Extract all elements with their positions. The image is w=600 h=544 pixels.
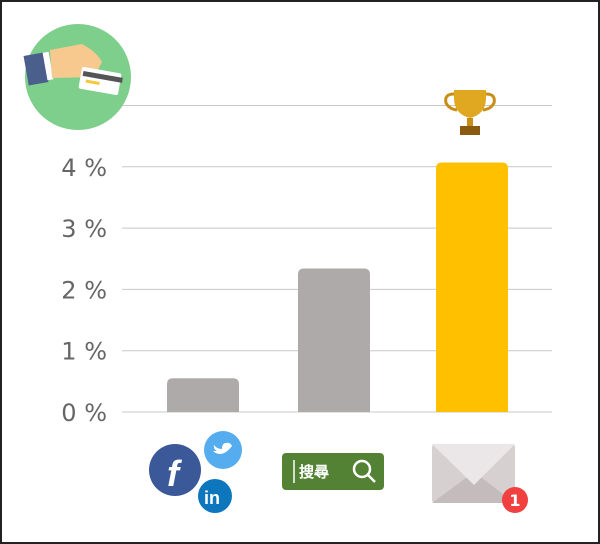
- trophy-icon: [444, 90, 496, 135]
- search-box-icon: 搜尋: [282, 453, 384, 490]
- y-tick-label: 4 %: [61, 154, 107, 182]
- svg-text:in: in: [204, 488, 220, 508]
- svg-text:f: f: [167, 453, 182, 494]
- y-tick-label: 3 %: [61, 215, 107, 243]
- facebook-icon: [149, 444, 201, 496]
- bar-social: [167, 378, 239, 412]
- bar-email: [436, 162, 508, 412]
- hand-credit-card-icon: [23, 24, 131, 130]
- notification-badge: [502, 487, 528, 513]
- y-tick-label: 1 %: [61, 338, 107, 366]
- search-label: 搜尋: [299, 463, 329, 481]
- linkedin-icon: [198, 479, 232, 513]
- y-tick-label: 2 %: [61, 276, 107, 304]
- bar-search: [298, 268, 370, 412]
- magnifier-icon: [352, 459, 372, 479]
- notification-count: 1: [509, 491, 520, 510]
- envelope-notification-icon: 1: [432, 444, 528, 513]
- facebook-twitter-linkedin-icons: f in: [149, 431, 242, 513]
- y-tick-label: 0 %: [61, 399, 107, 427]
